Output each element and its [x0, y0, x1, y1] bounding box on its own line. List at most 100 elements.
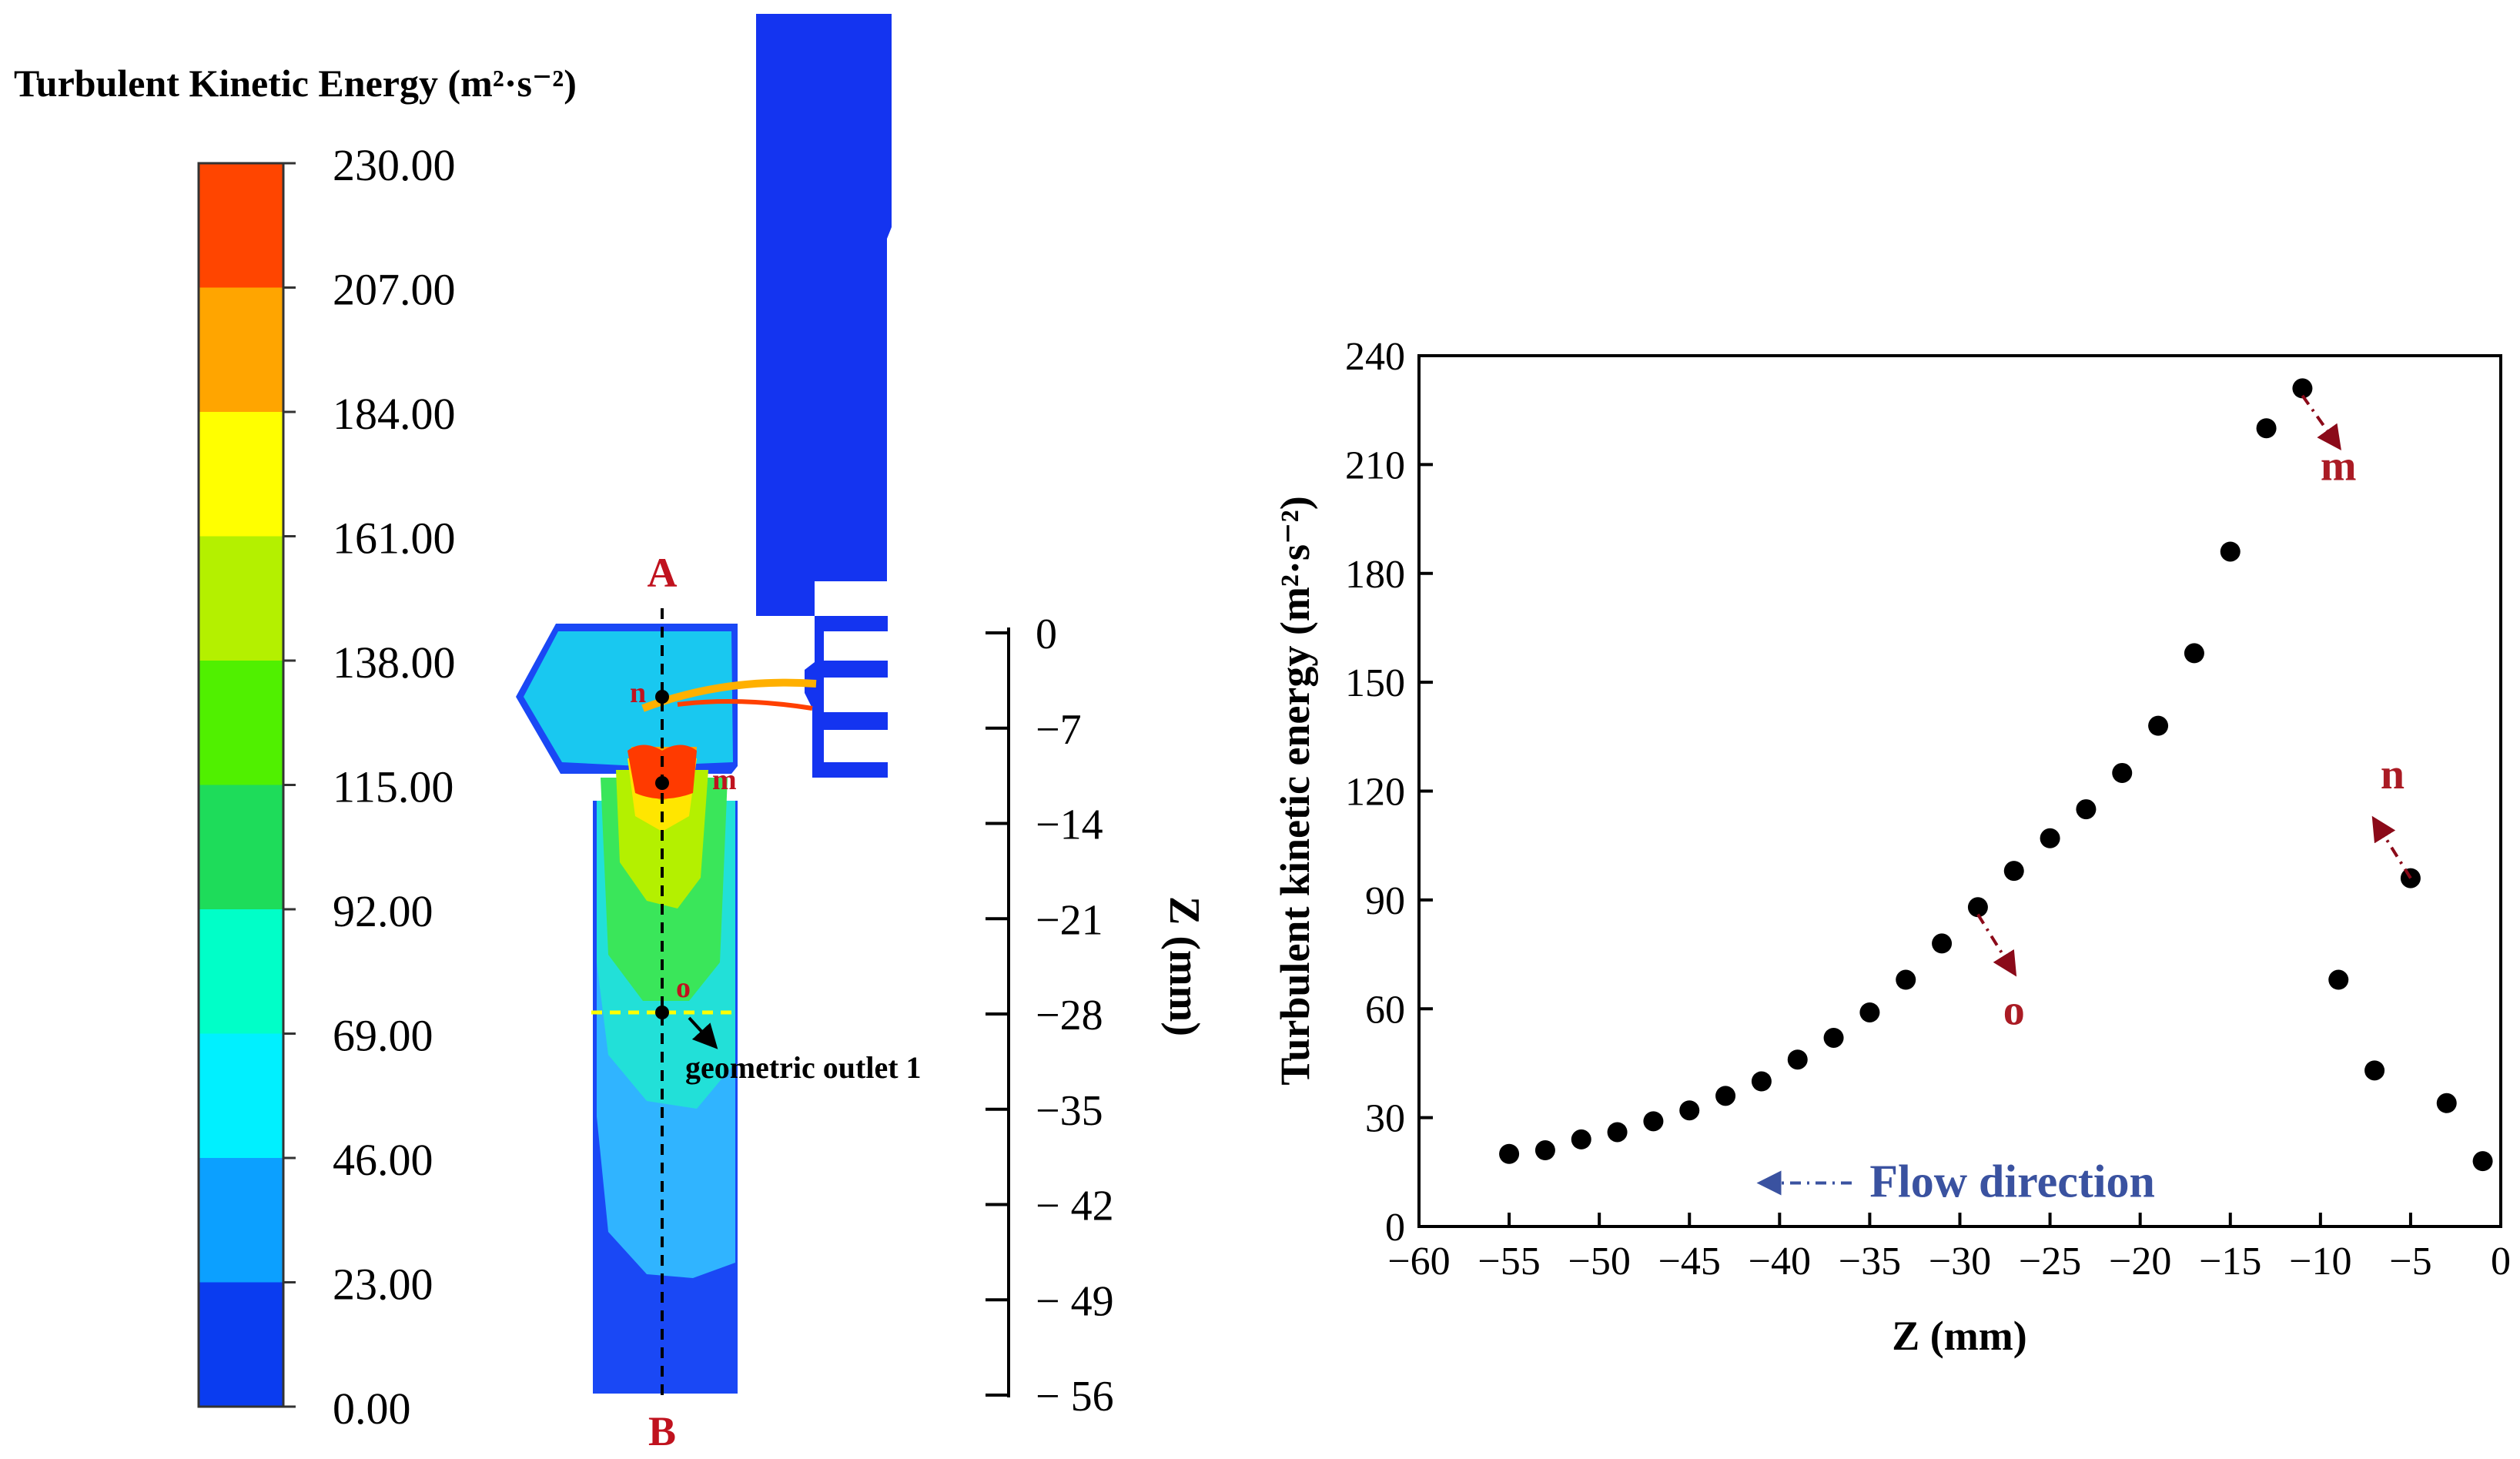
- colorbar-label: 23.00: [333, 1260, 433, 1310]
- colorbar: Turbulent Kinetic Energy (m²·s⁻²) 230.00…: [14, 62, 577, 1434]
- x-tick-label: −50: [1568, 1240, 1631, 1283]
- colorbar-label: 46.00: [333, 1135, 433, 1185]
- data-point: [1607, 1122, 1628, 1143]
- y-tick-label: 120: [1345, 771, 1405, 815]
- jet-streak-2: [677, 699, 813, 711]
- y-tick-label: 150: [1345, 661, 1405, 705]
- z-axis-tick-label: − 49: [1036, 1277, 1114, 1325]
- colorbar-bands: [199, 163, 283, 1407]
- z-axis-ticks: 0 −7 −14 −21 −28 −35 − 42 − 49 − 56: [986, 611, 1114, 1421]
- colorbar-band: [199, 536, 283, 661]
- data-point: [1715, 1086, 1736, 1106]
- z-axis-tick-label: −7: [1036, 706, 1082, 754]
- colorbar-title: Turbulent Kinetic Energy (m²·s⁻²): [14, 62, 577, 105]
- annotation-label-m: m: [2321, 442, 2357, 490]
- data-point: [2076, 799, 2097, 820]
- label-b: B: [648, 1408, 676, 1454]
- colorbar-band: [199, 1033, 283, 1159]
- z-axis-label: Z (mm): [1160, 896, 1208, 1036]
- data-point: [1932, 933, 1953, 954]
- y-tick-label: 60: [1365, 988, 1405, 1032]
- x-tick-label: −20: [2109, 1240, 2171, 1283]
- colorbar-band: [199, 909, 283, 1034]
- point-m: [655, 776, 669, 790]
- z-axis-tick-label: − 56: [1036, 1373, 1114, 1421]
- y-tick-label: 0: [1385, 1206, 1405, 1250]
- colorbar-labels: 230.00 207.00 184.00 161.00 138.00 115.00 92.0…: [333, 140, 456, 1434]
- x-tick-label: −60: [1387, 1240, 1450, 1283]
- colorbar-band: [199, 785, 283, 910]
- data-point: [1534, 1140, 1555, 1161]
- scatter-chart: −60 −55 −50 −45 −40 −35 −30 −25 −20 −15 −10 −5 0 030…: [1272, 335, 2511, 1359]
- y-axis-ticks: [1419, 354, 1433, 1228]
- colorbar-label: 184.00: [333, 389, 456, 439]
- data-point: [2220, 541, 2241, 562]
- y-tick-label: 240: [1345, 335, 1405, 379]
- x-tick-label: −15: [2199, 1240, 2261, 1283]
- data-point: [2003, 861, 2024, 882]
- y-tick-labels: 0 30 60 90 120 150 180 210 240: [1345, 335, 1405, 1250]
- annotation-label-n: n: [2381, 751, 2405, 798]
- data-point: [1571, 1129, 1591, 1149]
- z-axis-tick-label: −21: [1036, 896, 1103, 944]
- colorbar-band: [199, 1282, 283, 1407]
- annotation-arrow-n: [2371, 815, 2412, 879]
- data-point: [2472, 1151, 2493, 1172]
- annotation-label-o: o: [2003, 986, 2025, 1034]
- colorbar-band: [199, 287, 283, 413]
- outlet-arrow: [688, 1016, 718, 1049]
- label-n: n: [630, 677, 646, 709]
- z-axis-tick-label: −14: [1036, 801, 1103, 849]
- y-tick-label: 180: [1345, 553, 1405, 597]
- label-o: o: [676, 972, 691, 1004]
- annotation-labels: m n o Flow direction: [1869, 442, 2405, 1206]
- x-tick-label: −45: [1658, 1240, 1721, 1283]
- colorbar-label: 138.00: [333, 637, 456, 688]
- data-point: [2256, 418, 2277, 439]
- data-point: [1499, 1143, 1520, 1164]
- x-tick-label: −5: [2389, 1240, 2431, 1283]
- label-m: m: [712, 764, 737, 796]
- data-point: [2328, 969, 2349, 990]
- data-point: [1823, 1027, 1844, 1048]
- colorbar-label: 230.00: [333, 140, 456, 190]
- contour-plot: A B n m o geometric outlet 1: [516, 14, 922, 1454]
- data-point: [2148, 715, 2169, 736]
- x-tick-label: −10: [2289, 1240, 2351, 1283]
- y-tick-label: 90: [1365, 879, 1405, 923]
- colorbar-band: [199, 661, 283, 785]
- x-axis-label: Z (mm): [1892, 1313, 2026, 1359]
- upper-pipe: [756, 14, 892, 778]
- y-axis-label: Turbulent kinetic energy (m²·s⁻²): [1272, 496, 1318, 1085]
- colorbar-band: [199, 1158, 283, 1283]
- data-point: [1751, 1071, 1772, 1092]
- data-point: [1679, 1100, 1700, 1121]
- colorbar-label: 0.00: [333, 1384, 411, 1434]
- z-axis-tick-label: −28: [1036, 992, 1103, 1039]
- data-point: [2184, 643, 2204, 664]
- colorbar-label: 92.00: [333, 886, 433, 936]
- data-point: [2436, 1093, 2457, 1113]
- data-point: [2040, 828, 2060, 848]
- data-point: [1967, 897, 1988, 918]
- y-tick-label: 30: [1365, 1097, 1405, 1141]
- z-axis-tick-label: − 42: [1036, 1183, 1114, 1230]
- colorbar-band: [199, 163, 283, 288]
- data-point: [2112, 762, 2133, 783]
- contour-zone-red: [627, 745, 697, 799]
- z-axis: 0 −7 −14 −21 −28 −35 − 42 − 49 − 56 Z (mm): [986, 611, 1208, 1421]
- colorbar-label: 115.00: [333, 762, 453, 812]
- colorbar-label: 69.00: [333, 1011, 433, 1061]
- data-point: [1643, 1111, 1664, 1132]
- data-point: [1859, 1002, 1880, 1022]
- annotation-arrow-m: [2301, 394, 2341, 451]
- colorbar-label: 161.00: [333, 514, 456, 564]
- x-tick-label: −25: [2019, 1240, 2081, 1283]
- flow-direction-label: Flow direction: [1869, 1156, 2155, 1206]
- annotation-arrows: [1756, 394, 2412, 1196]
- point-o: [655, 1006, 669, 1019]
- data-point: [2364, 1060, 2385, 1081]
- label-outlet: geometric outlet 1: [685, 1050, 922, 1085]
- colorbar-band: [199, 412, 283, 537]
